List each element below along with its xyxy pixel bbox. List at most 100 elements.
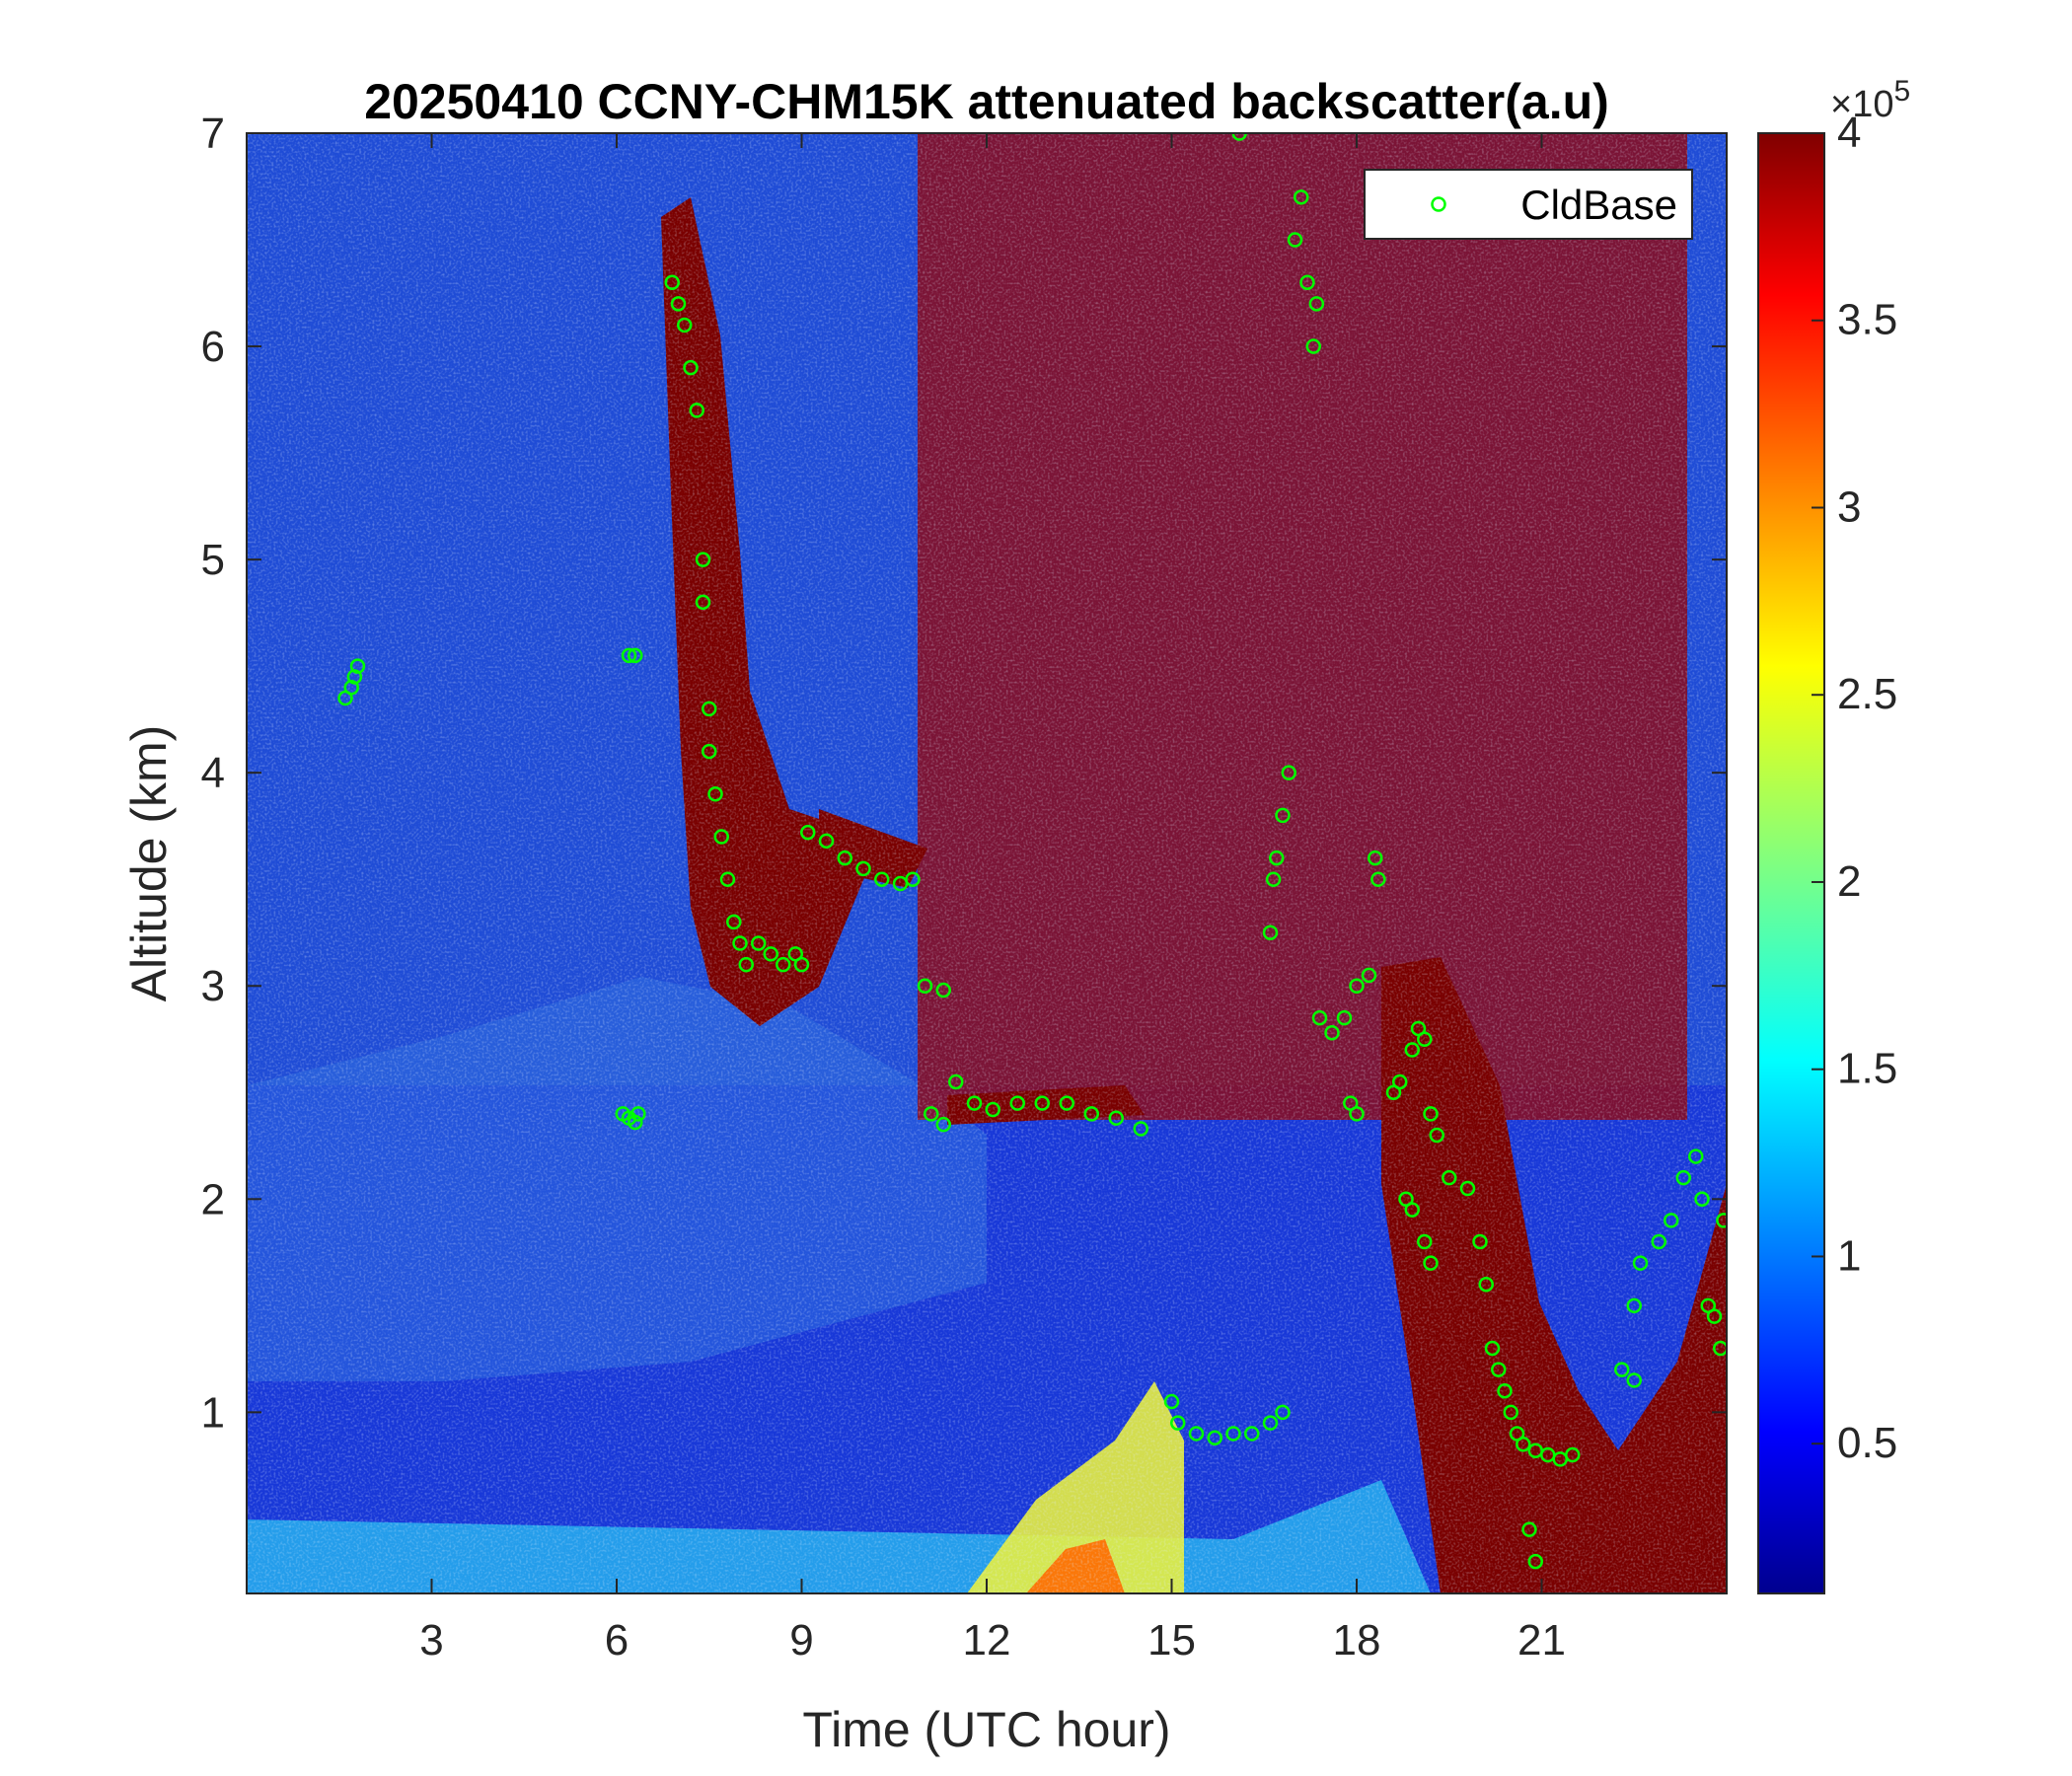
cldbase-point <box>793 956 810 973</box>
y-axis-ticks: 1 2 3 4 5 6 7 <box>201 110 1727 1437</box>
y-tick-label: 1 <box>201 1388 225 1437</box>
cldbase-point <box>1497 1382 1513 1399</box>
colorbar-ticks: 0.5 1 1.5 2 2.5 3 3.5 4 <box>1812 109 1897 1467</box>
colorbar-multiplier: ×105 <box>1830 75 1910 125</box>
cldbase-point <box>935 1116 951 1133</box>
y-tick-label: 4 <box>201 749 225 797</box>
cldbase-point <box>1225 1426 1241 1442</box>
plot-area <box>247 133 1727 1593</box>
colorbar-tick-label: 3 <box>1837 482 1861 531</box>
cldbase-point <box>1423 1106 1439 1122</box>
cldbase-point <box>917 978 933 994</box>
cldbase-point <box>1614 1362 1630 1377</box>
cldbase-point <box>966 1095 983 1111</box>
cldbase-point <box>1417 1031 1433 1047</box>
cldbase-point <box>818 833 835 850</box>
legend-box <box>1364 169 1693 240</box>
cldbase-point <box>751 935 767 951</box>
cldbase-point <box>1324 1025 1340 1041</box>
cldbase-point <box>800 824 816 841</box>
cldbase-point <box>1675 1169 1691 1186</box>
colorbar-tick-label: 4 <box>1837 109 1861 157</box>
colorbar-tick-label: 1.5 <box>1837 1045 1897 1093</box>
cldbase-point <box>1281 765 1296 780</box>
cldbase-point <box>763 946 778 962</box>
cldbase-point <box>1713 1340 1727 1357</box>
cldbase-point <box>1503 1404 1518 1421</box>
cldbase-point <box>1429 1127 1444 1144</box>
cldbase-point <box>905 871 921 887</box>
legend-entry-cldbase: CldBase <box>1520 182 1677 228</box>
cldbase-point <box>1484 1340 1501 1357</box>
cldbase-point <box>1349 978 1365 994</box>
cldbase-point <box>1491 1362 1507 1377</box>
cldbase-point <box>1287 232 1303 248</box>
cldbase-point <box>1163 1393 1180 1410</box>
y-tick-label: 5 <box>201 536 225 584</box>
cldbase-point <box>1275 807 1291 824</box>
cldbase-point <box>1404 1042 1420 1058</box>
cldbase-point <box>985 1101 1000 1118</box>
cldbase-point <box>1404 1202 1420 1218</box>
cldbase-points <box>337 133 1727 1570</box>
cldbase-point <box>1311 1009 1328 1026</box>
cldbase-point <box>1706 1308 1723 1324</box>
cldbase-point <box>628 647 643 664</box>
cldbase-point <box>1370 871 1386 887</box>
cldbase-point <box>1349 1106 1365 1122</box>
cldbase-point <box>855 860 871 877</box>
x-tick-label: 21 <box>1517 1616 1566 1665</box>
cldbase-point <box>1716 1213 1727 1228</box>
cldbase-point <box>1034 1095 1050 1111</box>
cldbase-point <box>1083 1106 1099 1122</box>
cldbase-point <box>1059 1095 1074 1111</box>
cldbase-point <box>707 786 723 802</box>
colorbar-multiplier-exponent: 5 <box>1893 75 1910 108</box>
cldbase-point <box>1336 1009 1353 1026</box>
cldbase-point <box>702 743 717 760</box>
x-tick-label: 6 <box>605 1616 629 1665</box>
cldbase-point <box>695 552 711 567</box>
legend: CldBase <box>1364 169 1693 240</box>
colorbar-tick-label: 2 <box>1837 857 1861 906</box>
cldbase-point <box>935 982 951 999</box>
cldbase-point <box>1275 1404 1291 1421</box>
cldbase-point <box>1207 1430 1222 1446</box>
x-tick-label: 15 <box>1147 1616 1196 1665</box>
cldbase-point <box>732 935 748 951</box>
cldbase-point <box>1133 1121 1148 1137</box>
x-tick-label: 18 <box>1333 1616 1381 1665</box>
cldbase-point <box>1527 1553 1543 1570</box>
cldbase-point <box>1694 1191 1710 1208</box>
cldbase-point <box>1188 1426 1205 1442</box>
y-tick-label: 6 <box>201 323 225 371</box>
cldbase-point <box>719 871 736 887</box>
legend-marker <box>1431 196 1446 212</box>
cldbase-point <box>1244 1426 1260 1442</box>
cldbase-point <box>837 850 852 866</box>
cldbase-point <box>874 871 890 887</box>
x-axis-label: Time (UTC hour) <box>802 1702 1170 1757</box>
cldbase-point <box>948 1073 964 1090</box>
cldbase-point <box>1688 1148 1704 1164</box>
cldbase-point <box>664 274 680 290</box>
cldbase-point <box>1459 1180 1476 1197</box>
cldbase-point <box>677 317 693 333</box>
cldbase-point <box>1478 1276 1494 1293</box>
x-tick-label: 9 <box>789 1616 813 1665</box>
colorbar-tick-label: 3.5 <box>1837 296 1897 344</box>
cldbase-point <box>1392 1073 1408 1090</box>
cldbase-point <box>621 647 637 664</box>
cldbase-point <box>1664 1213 1679 1228</box>
cldbase-point <box>1423 1255 1439 1271</box>
cldbase-point <box>1651 1233 1666 1250</box>
cldbase-point <box>670 296 687 312</box>
y-axis-label: Altitude (km) <box>121 725 177 1002</box>
cldbase-point <box>1170 1415 1186 1431</box>
speckle-noise <box>247 133 1727 1593</box>
cldbase-point <box>1108 1110 1124 1126</box>
cldbase-point <box>689 403 704 418</box>
cldbase-point <box>1262 1415 1279 1431</box>
cldbase-point <box>1417 1233 1433 1250</box>
